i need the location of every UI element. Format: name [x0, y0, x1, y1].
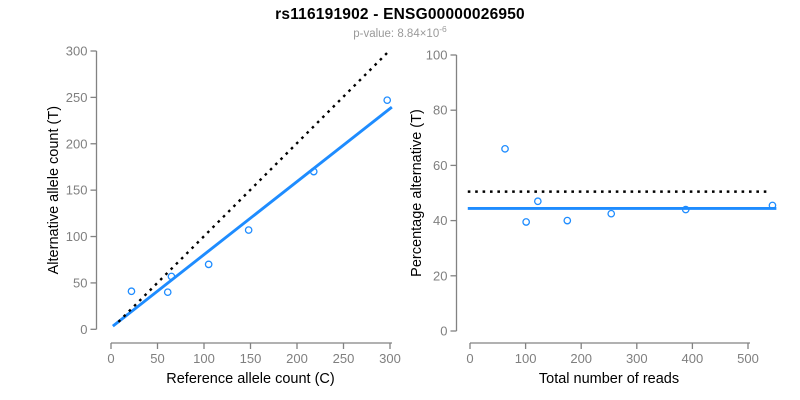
y-tick-label: 60 [433, 158, 447, 173]
y-tick-label: 50 [73, 275, 87, 290]
y-axis-title: Percentage alternative (T) [409, 109, 425, 277]
x-tick-label: 500 [737, 351, 759, 366]
y-tick-label: 200 [66, 136, 88, 151]
y-tick-label: 250 [66, 90, 88, 105]
data-point [127, 287, 136, 296]
data-point [163, 288, 172, 297]
data-point [204, 260, 213, 269]
y-tick-label: 40 [433, 213, 447, 228]
p-value-subtitle: p-value: 8.84×10-6 [0, 24, 800, 40]
page-title: rs116191902 - ENSG00000026950 [275, 6, 525, 23]
fitted-proportion-line [111, 105, 393, 328]
x-tick-label: 400 [682, 351, 704, 366]
data-point [533, 197, 542, 206]
x-tick-label: 300 [379, 351, 401, 366]
data-point [563, 216, 572, 225]
x-tick-label: 150 [240, 351, 262, 366]
data-point [681, 205, 690, 214]
data-point [522, 218, 531, 226]
y-tick-label: 150 [66, 183, 88, 198]
y-tick-label: 0 [440, 324, 447, 339]
data-point [607, 209, 616, 218]
p-value-exponent: -6 [439, 24, 447, 34]
y-tick-label: 20 [433, 268, 447, 283]
x-tick-label: 250 [333, 351, 355, 366]
y-tick-label: 100 [426, 48, 448, 63]
x-tick-label: 200 [570, 351, 592, 366]
x-tick-label: 200 [286, 351, 308, 366]
x-axis-title: Total number of reads [539, 371, 679, 387]
x-tick-label: 50 [150, 351, 164, 366]
p-value-text: p-value: 8.84×10 [353, 27, 440, 40]
y-axis-title: Alternative allele count (T) [46, 106, 62, 274]
x-tick-label: 300 [626, 351, 648, 366]
x-tick-label: 100 [193, 351, 215, 366]
x-tick-label: 0 [466, 351, 473, 366]
x-tick-label: 100 [515, 351, 537, 366]
y-tick-label: 0 [80, 322, 87, 337]
x-tick-label: 0 [107, 351, 114, 366]
data-point [244, 226, 253, 234]
data-point [768, 201, 777, 210]
data-point [309, 167, 318, 176]
identity-line [117, 52, 389, 323]
data-point [383, 96, 392, 105]
data-point [501, 144, 509, 153]
x-axis-title: Reference allele count (C) [166, 371, 334, 387]
y-tick-label: 80 [433, 103, 447, 118]
y-tick-label: 100 [66, 229, 88, 244]
y-tick-label: 300 [66, 44, 88, 59]
data-point [167, 272, 176, 281]
